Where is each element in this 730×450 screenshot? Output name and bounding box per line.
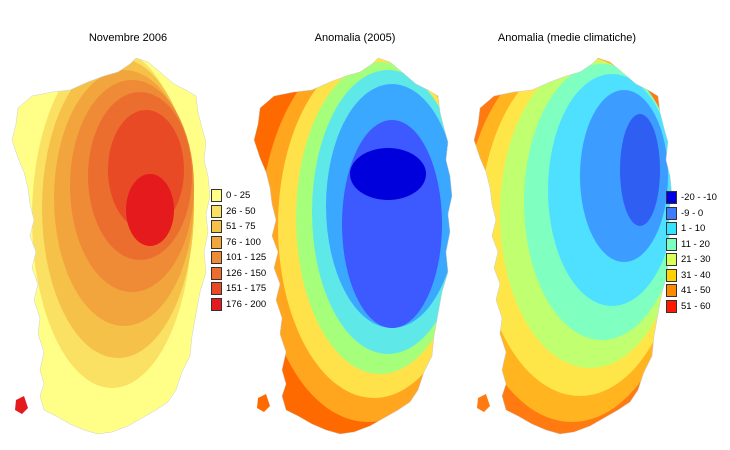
legend1-swatch-2	[211, 220, 222, 234]
legend2-label: -20 - -10	[681, 192, 717, 204]
legend2-row: 11 - 20	[666, 237, 717, 253]
legend1-swatch-1	[211, 204, 222, 218]
legend2-label: 41 - 50	[681, 285, 711, 297]
map1-band-7	[126, 174, 174, 246]
map-anomalia-medie-climatiche	[473, 57, 673, 435]
legend2-row: 51 - 60	[666, 299, 717, 315]
legend2-swatch-2	[666, 222, 677, 236]
legend1-row: 151 - 175	[211, 281, 266, 297]
legend2-row: 1 - 10	[666, 221, 717, 237]
legend1-swatch-4	[211, 251, 222, 265]
title-anomalia-2005: Anomalia (2005)	[314, 32, 396, 44]
title-anomalia-medie-climatiche: Anomalia (medie climatiche)	[497, 32, 637, 44]
legend1-row: 26 - 50	[211, 204, 266, 220]
legend2-row: 41 - 50	[666, 283, 717, 299]
legend1-swatch-0	[211, 189, 222, 203]
islet-map1	[15, 396, 28, 414]
legend2-label: 31 - 40	[681, 269, 711, 281]
legend1-row: 101 - 125	[211, 250, 266, 266]
legend1-label: 176 - 200	[226, 298, 267, 310]
legend1-label: 0 - 25	[226, 190, 251, 202]
islet-map3	[477, 394, 490, 412]
legend1-label: 76 - 100	[226, 236, 261, 248]
map-novembre-2006	[11, 57, 211, 435]
islets	[15, 394, 490, 414]
legend1-row: 51 - 75	[211, 219, 266, 235]
legend2-swatch-5	[666, 268, 677, 282]
legend2-row: -20 - -10	[666, 190, 717, 206]
title-novembre-2006: Novembre 2006	[88, 32, 168, 44]
legend1-row: 76 - 100	[211, 235, 266, 251]
legend1-swatch-7	[211, 297, 222, 311]
legend2-swatch-0	[666, 191, 677, 205]
legend2-row: 21 - 30	[666, 252, 717, 268]
legend-anomalia: -20 - -10 -9 - 0 1 - 10 11 - 20 21 - 30 …	[666, 190, 717, 314]
legend2-label: 21 - 30	[681, 254, 711, 266]
map-anomalia-2005	[253, 57, 453, 435]
legend2-swatch-1	[666, 206, 677, 220]
legend1-label: 26 - 50	[226, 205, 256, 217]
legend1-label: 101 - 125	[226, 252, 267, 264]
legend1-row: 176 - 200	[211, 297, 266, 313]
map2-band-7	[350, 148, 426, 200]
legend-novembre-2006: 0 - 25 26 - 50 51 - 75 76 - 100 101 - 12…	[211, 188, 266, 312]
legend1-label: 51 - 75	[226, 221, 256, 233]
legend2-label: 1 - 10	[681, 223, 706, 235]
legend1-row: 0 - 25	[211, 188, 266, 204]
map3-band-7	[620, 114, 660, 226]
legend1-label: 151 - 175	[226, 283, 267, 295]
legend1-label: 126 - 150	[226, 267, 267, 279]
islet-map2	[257, 394, 270, 412]
legend1-swatch-3	[211, 235, 222, 249]
legend2-row: -9 - 0	[666, 206, 717, 222]
legend2-row: 31 - 40	[666, 268, 717, 284]
legend2-swatch-3	[666, 237, 677, 251]
legend2-label: 11 - 20	[681, 238, 710, 250]
legend1-row: 126 - 150	[211, 266, 266, 282]
legend1-swatch-5	[211, 266, 222, 280]
legend2-label: 51 - 60	[681, 300, 711, 312]
legend1-swatch-6	[211, 282, 222, 296]
legend2-swatch-6	[666, 284, 677, 298]
legend2-label: -9 - 0	[681, 207, 704, 219]
legend2-swatch-4	[666, 253, 677, 267]
legend2-swatch-7	[666, 299, 677, 313]
